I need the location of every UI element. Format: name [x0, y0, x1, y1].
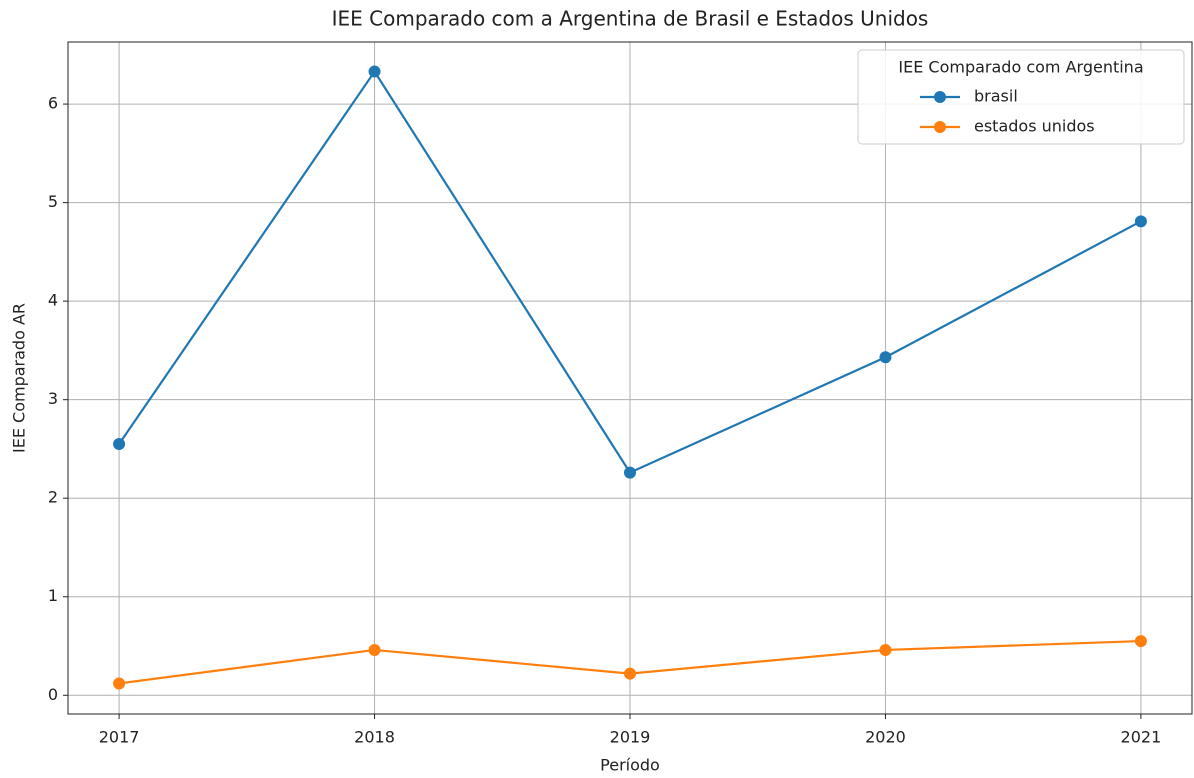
legend-label: estados unidos	[974, 117, 1095, 136]
data-point	[368, 65, 381, 78]
legend-marker	[934, 121, 946, 133]
x-tick-label: 2017	[99, 728, 140, 747]
y-tick-label: 1	[48, 586, 58, 605]
data-point	[879, 643, 892, 656]
data-point	[368, 643, 381, 656]
y-tick-label: 2	[48, 488, 58, 507]
y-axis-label: IEE Comparado AR	[10, 303, 29, 453]
data-point	[1134, 215, 1147, 228]
y-tick-label: 5	[48, 192, 58, 211]
data-point	[1134, 635, 1147, 648]
legend-label: brasil	[974, 87, 1018, 106]
data-point	[624, 466, 636, 479]
legend: IEE Comparado com Argentina brasil estados…	[857, 49, 1185, 145]
y-tick-label: 3	[48, 389, 58, 408]
plot-frame	[67, 41, 1193, 715]
legend-title: IEE Comparado com Argentina	[898, 58, 1143, 77]
data-point	[879, 351, 892, 364]
y-tick-label: 4	[48, 291, 58, 310]
x-axis-label: Período	[600, 756, 660, 775]
x-tick-label: 2019	[610, 728, 651, 747]
legend-box	[857, 49, 1185, 145]
data-point	[624, 667, 636, 680]
x-tick-label: 2020	[865, 728, 906, 747]
chart-title: IEE Comparado com a Argentina de Brasil …	[332, 7, 929, 31]
x-tick-label: 2021	[1121, 728, 1162, 747]
data-point	[113, 438, 126, 451]
legend-marker	[934, 91, 946, 103]
data-point	[113, 677, 126, 690]
y-tick-label: 0	[48, 685, 58, 704]
x-tick-label: 2018	[354, 728, 395, 747]
y-tick-label: 6	[48, 94, 58, 113]
